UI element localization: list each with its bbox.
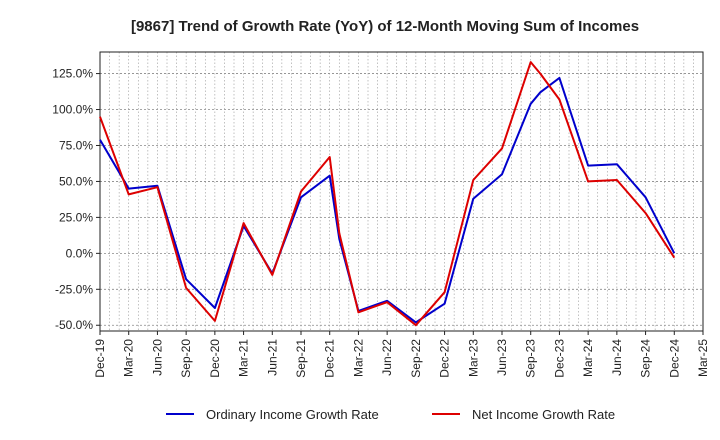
y-tick-label: 25.0% (59, 210, 93, 224)
x-tick-label: Dec-21 (323, 339, 337, 378)
x-tick-label: Sep-22 (409, 339, 423, 378)
x-tick-label: Mar-24 (581, 339, 595, 377)
series-line (99, 76, 676, 324)
x-tick-label: Jun-23 (495, 339, 509, 376)
x-tick-label: Jun-20 (150, 339, 164, 376)
x-tick-label: Dec-22 (438, 339, 452, 378)
x-tick-label: Dec-20 (208, 339, 222, 378)
x-axis: Dec-19 Mar-20 Jun-20 Sep-20 Dec-20 Mar-21 Jun-… (93, 331, 710, 378)
x-tick-label: Jun-21 (265, 339, 279, 376)
x-tick-label: Jun-22 (380, 339, 394, 376)
x-tick-label: Dec-23 (552, 339, 566, 378)
y-tick-label: 125.0% (52, 67, 93, 81)
series-lines (99, 61, 676, 327)
x-tick-label: Jun-24 (610, 339, 624, 376)
y-tick-label: 50.0% (59, 174, 93, 188)
legend-label: Net Income Growth Rate (472, 407, 615, 422)
x-tick-label: Sep-24 (639, 339, 653, 378)
x-tick-label: Dec-24 (667, 339, 681, 378)
chart-title: [9867] Trend of Growth Rate (YoY) of 12-… (131, 18, 639, 35)
y-tick-label: 0.0% (66, 246, 94, 260)
x-tick-label: Mar-20 (122, 339, 136, 377)
series-line (99, 61, 676, 327)
x-tick-label: Dec-19 (93, 339, 107, 378)
plot-frame (99, 51, 704, 332)
x-tick-label: Mar-22 (351, 339, 365, 377)
legend-label: Ordinary Income Growth Rate (206, 407, 379, 422)
grid-lines (99, 52, 704, 331)
x-tick-label: Mar-25 (696, 339, 710, 377)
x-tick-label: Sep-20 (179, 339, 193, 378)
y-tick-label: -50.0% (55, 318, 93, 332)
legend: Ordinary Income Growth Rate Net Income Gr… (166, 407, 615, 422)
y-tick-label: 75.0% (59, 138, 93, 152)
y-tick-label: 100.0% (52, 103, 93, 117)
y-axis: 125.0% 100.0% 75.0% 50.0% 25.0% 0.0% -25.0% -50… (52, 67, 100, 332)
x-tick-label: Sep-23 (524, 339, 538, 378)
x-tick-label: Sep-21 (294, 339, 308, 378)
x-tick-label: Mar-23 (466, 339, 480, 377)
y-tick-label: -25.0% (55, 282, 93, 296)
x-tick-label: Mar-21 (237, 339, 251, 377)
